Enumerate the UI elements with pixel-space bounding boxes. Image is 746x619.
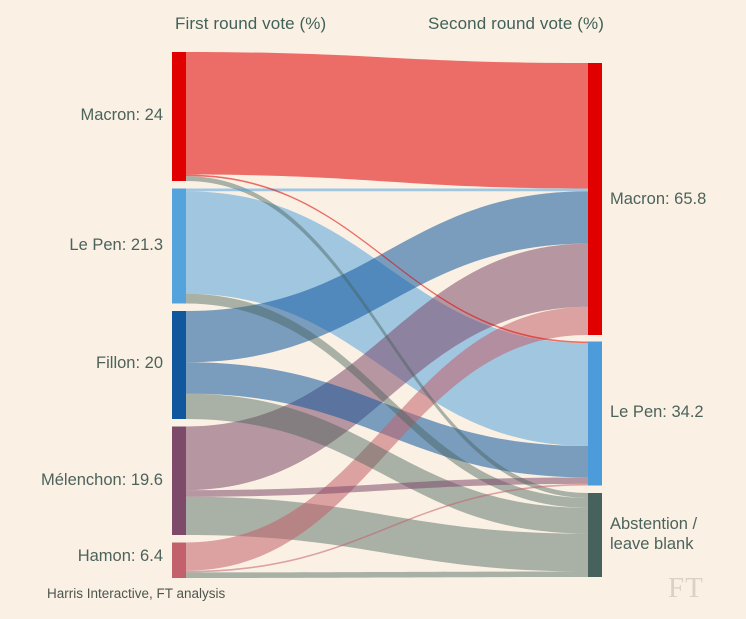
node-macron-r2 [588,63,602,335]
label-lepen-second-round: Le Pen: 34.2 [610,403,704,422]
source-note: Harris Interactive, FT analysis [47,586,226,601]
flow-lepen-to-macron [186,188,588,192]
flow-hamon-to-abstention [186,571,588,578]
label-macron-first-round: Macron: 24 [80,106,163,125]
label-hamon-first-round: Hamon: 6.4 [77,547,163,566]
flow-mlenchon-to-macron [186,243,588,491]
flow-lepen-to-abstention [186,293,588,508]
flow-hamon-to-lepen [186,483,588,573]
flow-macron-to-abstention [186,176,588,498]
flow-fillon-to-lepen [186,362,588,478]
node-lepen-r1 [172,188,186,304]
node-hamon-r1 [172,542,186,578]
node-melenchon-r1 [172,426,186,535]
label-abstention-second-round: Abstention / leave blank [610,515,698,553]
flow-mlenchon-to-lepen [186,477,588,497]
flow-fillon-to-abstention [186,393,588,534]
first-round-column-header: First round vote (%) [175,14,327,33]
flow-macron-to-macron [186,52,588,189]
label-fillon-first-round: Fillon: 20 [96,354,163,373]
second-round-column-header: Second round vote (%) [428,14,604,33]
flow-fillon-to-macron [186,191,588,363]
ft-logo: FT [668,572,704,604]
node-lepen-r2 [588,341,602,486]
label-macron-second-round: Macron: 65.8 [610,190,707,209]
label-lepen-first-round: Le Pen: 21.3 [69,236,163,255]
flow-hamon-to-macron [186,306,588,571]
node-abstention-r2 [588,493,602,577]
node-macron-r1 [172,52,186,181]
node-fillon-r1 [172,311,186,419]
flow-lepen-to-lepen [186,191,588,446]
label-melenchon-first-round: Mélenchon: 19.6 [40,471,163,490]
flow-macron-to-lepen [186,174,588,344]
